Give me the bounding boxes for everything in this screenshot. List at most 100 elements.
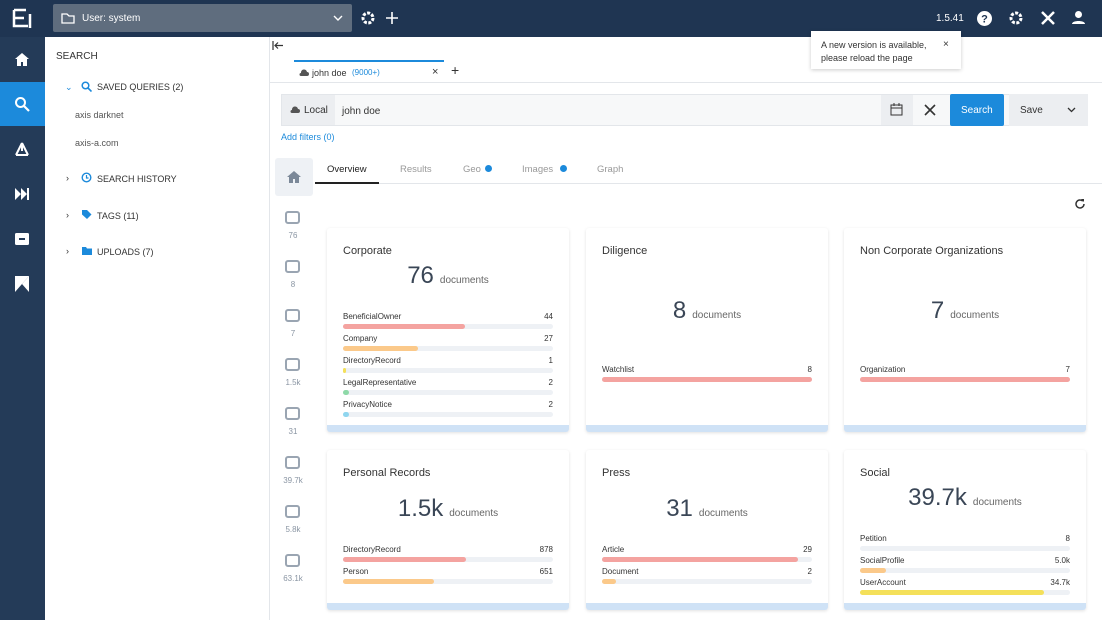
item-count: 2	[548, 377, 553, 387]
view-tab[interactable]: Overview	[327, 164, 367, 175]
user-icon[interactable]	[1071, 10, 1086, 25]
bar-track	[343, 323, 553, 329]
side-count: 39.7k	[283, 476, 303, 485]
saved-query[interactable]: axis-a.com	[75, 138, 119, 148]
search-nav[interactable]	[0, 82, 45, 126]
total-count: 8	[672, 296, 687, 324]
dot	[485, 165, 492, 172]
bar-track	[860, 376, 1070, 382]
new-tab[interactable]: +	[451, 62, 460, 78]
panel-title: SEARCH	[56, 51, 98, 62]
total-row: 39.7k documents	[844, 484, 1086, 512]
tab-count: (9000+)	[352, 68, 380, 77]
date-button[interactable]	[881, 95, 913, 125]
total-unit: documents	[449, 507, 499, 519]
item-name: Article	[602, 544, 625, 554]
version: 1.5.41	[936, 13, 964, 24]
search-history[interactable]: SEARCH HISTORY	[97, 174, 177, 184]
category-icon	[285, 505, 300, 518]
search-button[interactable]: Search	[950, 94, 1004, 126]
tools-icon[interactable]	[1040, 10, 1056, 26]
query-input[interactable]: john doe	[342, 106, 381, 117]
category-icon	[285, 358, 300, 371]
bar	[343, 323, 465, 329]
tags[interactable]: TAGS (11)	[97, 211, 139, 221]
item-count: 27	[544, 333, 553, 343]
bar-track	[602, 556, 812, 562]
item-name: DirectoryRecord	[343, 355, 401, 365]
item-name: Person	[343, 566, 369, 576]
refresh-button[interactable]	[1074, 198, 1086, 210]
view-tab[interactable]: Images	[522, 164, 554, 175]
collapse-button[interactable]	[272, 40, 284, 51]
item-name: Watchlist	[602, 364, 635, 374]
cloud-icon	[290, 106, 300, 113]
scope[interactable]: Local	[282, 95, 335, 125]
cloud-icon	[299, 69, 309, 76]
total-row: 7 documents	[844, 297, 1086, 325]
query-tab[interactable]: john doe (9000+) ×	[294, 60, 444, 82]
k-nav[interactable]	[14, 275, 30, 293]
clear-button[interactable]	[924, 104, 936, 116]
close-tab[interactable]: ×	[432, 66, 439, 78]
bar	[602, 578, 616, 584]
total-unit: documents	[950, 309, 1000, 321]
card-title: Personal Records	[343, 467, 431, 479]
view-tab[interactable]: Results	[400, 164, 432, 175]
side-nav	[0, 37, 45, 620]
calendar-icon	[890, 103, 903, 116]
add-button[interactable]	[385, 11, 399, 25]
save-button[interactable]: Save	[1009, 94, 1088, 126]
graph-nav[interactable]	[14, 141, 30, 157]
bar	[602, 556, 799, 562]
bar	[343, 578, 435, 584]
saved-icon	[81, 81, 92, 92]
settings-button[interactable]	[360, 10, 376, 26]
total-row: 8 documents	[586, 297, 828, 325]
category-icon	[285, 554, 300, 567]
inbox-nav[interactable]	[14, 232, 30, 246]
bar	[602, 376, 812, 382]
folder-icon	[61, 13, 75, 24]
item-name: SocialProfile	[860, 555, 905, 565]
settings-icon[interactable]	[1008, 10, 1024, 26]
side-count: 31	[288, 427, 298, 436]
view-tab[interactable]: Graph	[597, 164, 624, 175]
category-icon	[285, 211, 300, 224]
divider	[270, 82, 1102, 83]
caret: ›	[66, 210, 69, 220]
item-count: 5.0k	[1054, 555, 1070, 565]
total-count: 31	[666, 494, 693, 522]
user-select[interactable]: User: system	[53, 4, 352, 32]
tag-icon	[82, 210, 92, 219]
bar	[860, 376, 1070, 382]
card-footer	[586, 425, 828, 432]
saved-queries[interactable]: SAVED QUERIES (2)	[97, 82, 184, 92]
help-button[interactable]: ?	[976, 10, 993, 27]
forward-nav[interactable]	[14, 187, 30, 201]
total-count: 76	[407, 261, 434, 289]
side-count: 63.1k	[283, 574, 303, 583]
total-unit: documents	[692, 309, 742, 321]
bar-track	[343, 411, 553, 417]
user-label: User: system	[82, 13, 141, 24]
chevron	[1067, 107, 1076, 113]
close-notification[interactable]: ×	[943, 39, 949, 50]
add-filters[interactable]: Add filters (0)	[281, 132, 335, 142]
total-unit: documents	[698, 507, 748, 519]
uploads[interactable]: UPLOADS (7)	[97, 247, 154, 257]
card-footer	[327, 425, 569, 432]
view-tab[interactable]: Geo	[463, 164, 481, 175]
total-unit: documents	[972, 496, 1022, 508]
item-name: Document	[602, 566, 639, 576]
card-title: Non Corporate Organizations	[860, 245, 1004, 257]
home-nav[interactable]	[14, 52, 30, 67]
bar-track	[602, 376, 812, 382]
history-icon	[81, 172, 92, 183]
svg-text:?: ?	[981, 14, 988, 26]
saved-query[interactable]: axis darknet	[75, 110, 124, 120]
item-name: LegalRepresentative	[343, 377, 417, 387]
top-bar: User: system 1.5.41 ?	[0, 0, 1102, 37]
card-title: Corporate	[343, 245, 392, 257]
home-tab[interactable]	[275, 158, 313, 196]
